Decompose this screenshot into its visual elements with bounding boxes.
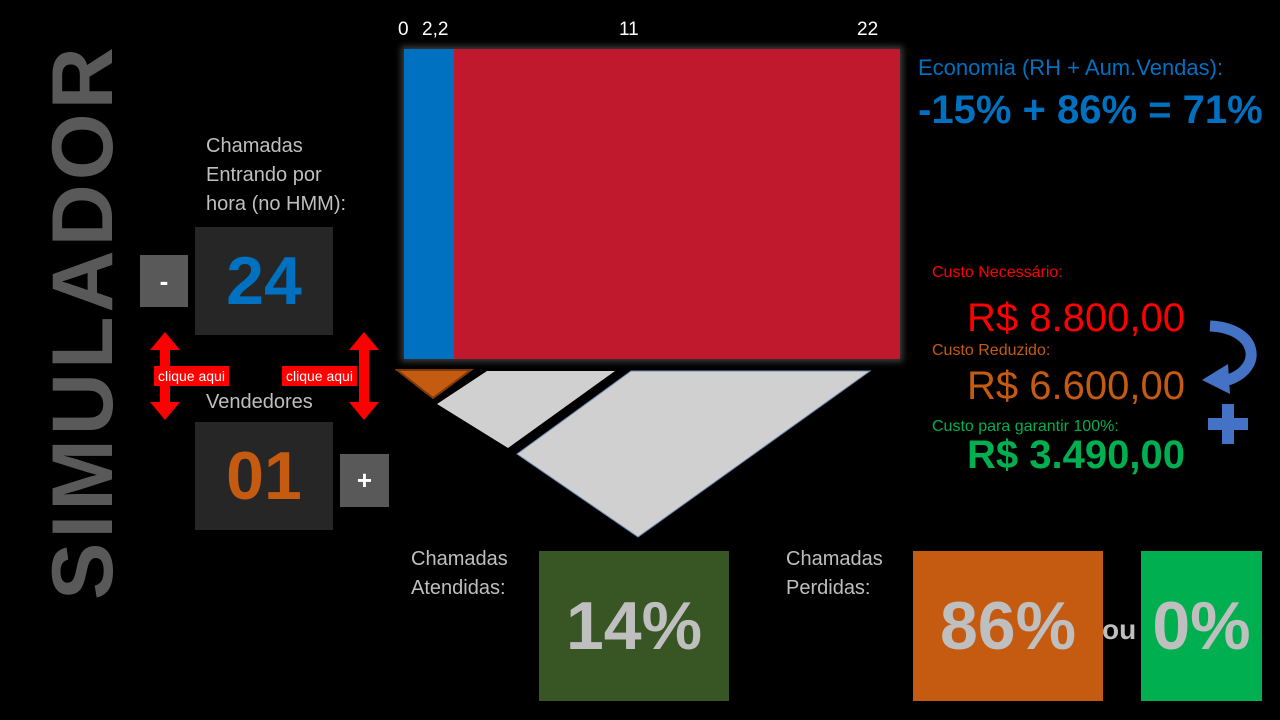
click-here-calls-tag[interactable]: clique aqui [154,366,229,386]
decrease-calls-button[interactable]: - [140,255,188,307]
answered-percent: 14% [565,588,703,664]
calls-label-line3: hora (no HMM): [206,193,347,215]
alt-lost-percent-box: 0% [1141,551,1262,701]
calls-label: Chamadas Entrando por hora (no HMM): [206,132,346,219]
economy-label: Economia (RH + Aum.Vendas): [918,55,1224,80]
curved-arrow-icon [1202,320,1257,394]
plus-icon [1208,404,1248,444]
economy-formula: -15% + 86% = 71% [918,88,1263,132]
sellers-value-display: 01 [195,422,333,530]
funnel-diagram [395,369,872,538]
simulator-title: SIMULADOR [35,43,131,600]
sellers-value: 01 [226,438,302,514]
answered-label-line1: Chamadas [411,548,508,570]
reduced-cost-value: R$ 6.600,00 [967,364,1185,408]
guarantee-cost-value: R$ 3.490,00 [967,433,1185,477]
funnel-answered-shape [395,369,475,400]
funnel-lost-shape [516,370,872,538]
needed-cost-label: Custo Necessário: [932,264,1063,281]
calls-value: 24 [226,243,302,319]
answered-percent-box: 14% [539,551,729,701]
increase-sellers-button[interactable]: + [340,454,389,507]
answered-label-line2: Atendidas: [411,577,506,599]
bar-tick-label: 0 [398,19,409,40]
funnel-lost-shape [437,371,615,448]
answered-label: Chamadas Atendidas: [411,545,508,603]
or-text: ou [1102,614,1137,645]
bar-demand-fill [404,49,900,359]
arrow-up-down-icon [349,332,379,420]
bar-tick-label: 2,2 [422,19,449,40]
lost-percent: 86% [939,588,1077,664]
needed-cost-value: R$ 8.800,00 [967,296,1185,340]
capacity-bar [404,49,900,359]
alt-lost-percent: 0% [1152,588,1251,664]
lost-label: Chamadas Perdidas: [786,545,883,603]
lost-label-line1: Chamadas [786,548,883,570]
calls-label-line1: Chamadas [206,135,303,157]
calls-label-line2: Entrando por [206,164,322,186]
reduced-cost-label: Custo Reduzido: [932,342,1051,359]
bar-tick-label: 11 [619,19,639,40]
guarantee-cost-label: Custo para garantir 100%: [932,418,1119,435]
calls-value-display: 24 [195,227,333,335]
lost-label-line2: Perdidas: [786,577,871,599]
bar-capacity-fill [404,49,454,359]
sellers-label: Vendedores [206,391,313,413]
click-here-sellers-tag[interactable]: clique aqui [282,366,357,386]
bar-tick-label: 22 [857,19,879,40]
lost-percent-box: 86% [913,551,1103,701]
